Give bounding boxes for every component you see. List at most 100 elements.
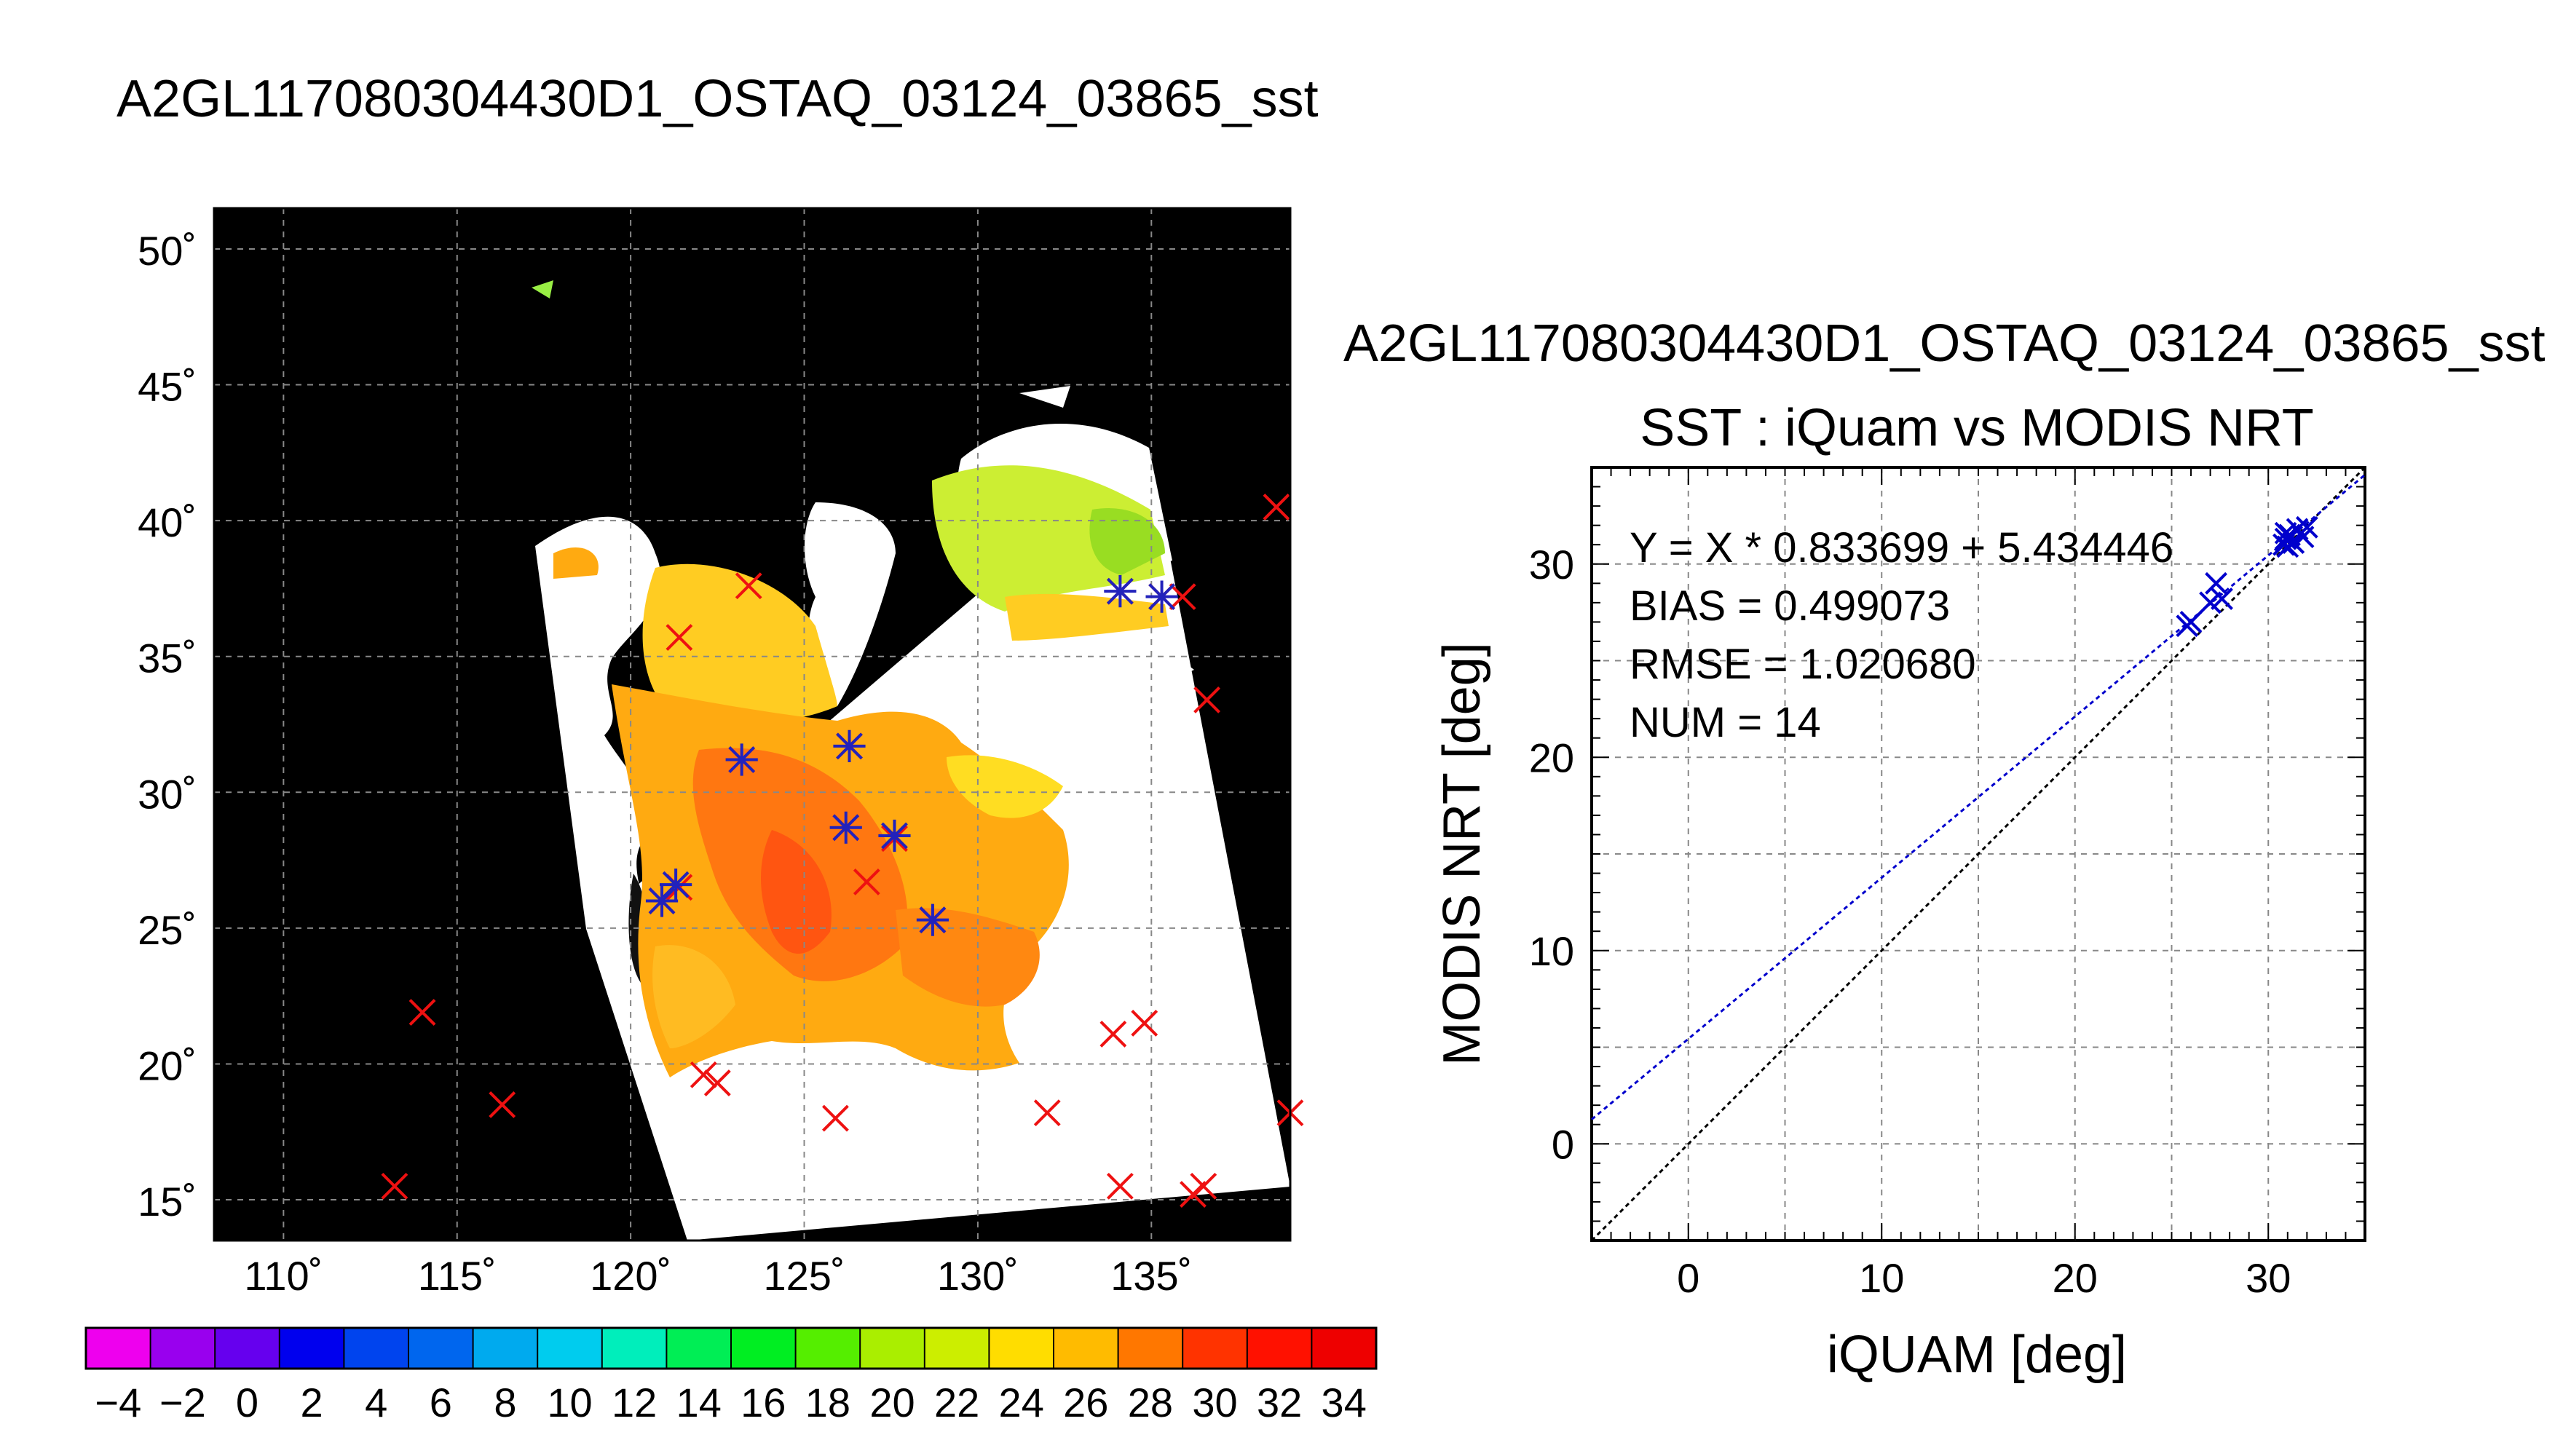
longitude-tick-label: 120˚: [590, 1253, 671, 1299]
x-tick-label: 0: [1677, 1255, 1699, 1301]
iquam-marker: [1106, 1172, 1134, 1200]
iquam-marker: [1193, 687, 1220, 713]
modis-marker: [725, 743, 758, 776]
scatter-point: [2295, 515, 2318, 539]
modis-marker: [829, 811, 862, 844]
longitude-tick-label: 135˚: [1110, 1253, 1192, 1299]
x-tick-label: 20: [2053, 1255, 2098, 1301]
iquam-marker: [1190, 1172, 1217, 1200]
latitude-tick-label: 45˚: [138, 364, 197, 410]
identity-line: [1590, 466, 2366, 1242]
colorbar-label: 0: [236, 1380, 258, 1425]
latitude-tick-label: 50˚: [138, 228, 197, 274]
sst-field: [532, 280, 1169, 1077]
colorbar-labels: −4 −2 0 2 4 6 8 10 12 14 16 18 20 22 24 26 28 30 32 34: [95, 1380, 1366, 1425]
colorbar-label: 26: [1063, 1380, 1108, 1425]
latitude-tick-label: 15˚: [138, 1179, 197, 1224]
iquam-marker: [381, 1172, 408, 1200]
map-border: [213, 207, 1292, 1242]
longitude-tick-label: 130˚: [937, 1253, 1019, 1299]
stats-line: RMSE = 1.020680: [1630, 641, 1976, 688]
scatter-ticks: [1591, 467, 2366, 1241]
y-tick-label: 0: [1552, 1121, 1574, 1167]
colorbar-label: 16: [741, 1380, 786, 1425]
scatter-point: [2205, 571, 2227, 595]
colorbar-label: 34: [1322, 1380, 1367, 1425]
map-grid: [214, 208, 1290, 1241]
latitude-tick-label: 35˚: [138, 636, 197, 681]
colorbar-segment: [924, 1328, 990, 1369]
colorbar-label: 32: [1257, 1380, 1302, 1425]
iquam-marker: [1033, 1099, 1061, 1127]
colorbar-segment: [1182, 1328, 1248, 1369]
colorbar-label: 28: [1128, 1380, 1173, 1425]
colorbar-segment: [1247, 1328, 1312, 1369]
longitude-tick-label: 125˚: [763, 1253, 845, 1299]
colorbar-segment: [408, 1328, 474, 1369]
colorbar-segment: [473, 1328, 538, 1369]
y-tick-label: 20: [1529, 735, 1574, 780]
colorbar-label: −2: [159, 1380, 206, 1425]
colorbar: [84, 1326, 1378, 1370]
colorbar-label: 8: [494, 1380, 516, 1425]
colorbar-segment: [795, 1328, 861, 1369]
latitude-tick-labels: 50˚ 45˚ 40˚ 35˚ 30˚ 25˚ 20˚ 15˚: [138, 228, 197, 1224]
colorbar-segment: [989, 1328, 1054, 1369]
scatter-stats: Y = X * 0.833699 + 5.434446 BIAS = 0.4990…: [1630, 524, 2173, 746]
iquam-marker: [690, 1061, 717, 1088]
colorbar-label: −4: [95, 1380, 141, 1425]
iquam-marker: [1169, 583, 1196, 611]
latitude-tick-label: 25˚: [138, 907, 197, 953]
latitude-tick-label: 20˚: [138, 1042, 197, 1088]
colorbar-label: 18: [805, 1380, 850, 1425]
longitude-tick-label: 115˚: [418, 1253, 497, 1299]
x-tick-labels: 0 10 20 30: [1677, 1255, 2291, 1301]
colorbar-segment: [1118, 1328, 1183, 1369]
iquam-marker: [666, 624, 693, 652]
colorbar-border: [84, 1326, 1378, 1370]
colorbar-segment: [601, 1328, 667, 1369]
colorbar-segment: [666, 1328, 732, 1369]
modis-marker: [833, 729, 866, 762]
longitude-tick-label: 110˚: [244, 1253, 323, 1299]
x-tick-label: 30: [2246, 1255, 2291, 1301]
iquam-marker: [822, 1104, 849, 1132]
stats-line: NUM = 14: [1630, 699, 1821, 746]
sst-map: 50˚ 45˚ 40˚ 35˚ 30˚ 25˚ 20˚ 15˚ 110˚ 115˚ 120˚ 125…: [138, 116, 1304, 1299]
colorbar-label: 12: [612, 1380, 657, 1425]
modis-marker: [645, 885, 679, 917]
scatter-point: [2211, 587, 2233, 610]
modis-marker: [1145, 580, 1178, 613]
iquam-marker: [853, 869, 880, 895]
iquam-marker: [735, 572, 762, 600]
y-tick-labels: 0 10 20 30: [1529, 542, 1574, 1168]
colorbar-segment: [537, 1328, 603, 1369]
x-tick-label: 10: [1859, 1255, 1904, 1301]
colorbar-segment: [150, 1328, 216, 1369]
colorbar-segment: [1311, 1328, 1377, 1369]
latitude-tick-label: 40˚: [138, 499, 197, 545]
iquam-marker: [703, 1069, 731, 1096]
colorbar-segment: [1054, 1328, 1119, 1369]
iquam-marker: [1263, 494, 1290, 521]
iquam-marker: [1131, 1010, 1158, 1037]
modis-marker: [878, 819, 911, 852]
longitude-tick-labels: 110˚ 115˚ 120˚ 125˚ 130˚ 135˚: [244, 1253, 1192, 1299]
iquam-marker: [1099, 1020, 1127, 1048]
colorbar-label: 10: [547, 1380, 592, 1425]
scatter-point: [2179, 610, 2203, 633]
iquam-marker: [1180, 1181, 1207, 1208]
y-axis-label: MODIS NRT [deg]: [1433, 642, 1491, 1066]
y-tick-label: 10: [1529, 928, 1574, 974]
scatter-points: [2176, 515, 2318, 638]
modis-marker: [1104, 575, 1137, 608]
colorbar-label: 30: [1192, 1380, 1237, 1425]
colorbar-segment: [860, 1328, 925, 1369]
stats-line: BIAS = 0.499073: [1630, 582, 1950, 630]
scatter-subtitle: SST : iQuam vs MODIS NRT: [1640, 399, 2314, 457]
scatter-lines: [1590, 466, 2366, 1242]
iquam-marker: [489, 1091, 516, 1118]
colorbar-label: 2: [301, 1380, 323, 1425]
x-axis-label: iQUAM [deg]: [1827, 1326, 2127, 1384]
